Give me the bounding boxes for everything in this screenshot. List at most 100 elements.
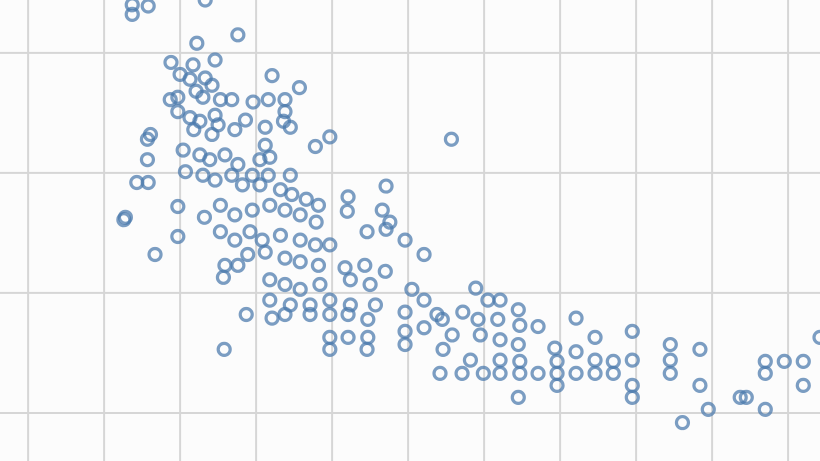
data-point: [530, 365, 546, 381]
data-point: [260, 167, 276, 183]
data-point: [397, 232, 413, 248]
data-point: [490, 311, 506, 327]
data-point: [322, 129, 338, 145]
data-point: [549, 377, 565, 393]
data-point: [378, 178, 394, 194]
data-point: [298, 191, 314, 207]
data-point: [277, 306, 293, 323]
data-point: [443, 131, 460, 147]
data-point: [492, 365, 508, 381]
data-point: [262, 292, 278, 308]
data-point: [416, 292, 432, 308]
data-point: [224, 167, 240, 183]
data-point: [404, 281, 420, 297]
data-point: [568, 344, 584, 360]
data-point: [624, 323, 640, 339]
data-point: [291, 80, 308, 96]
data-point: [308, 214, 324, 230]
data-point: [139, 131, 156, 147]
data-point: [416, 320, 432, 336]
data-point: [307, 237, 323, 253]
data-point: [470, 311, 486, 327]
data-point: [377, 263, 393, 279]
data-point: [124, 6, 140, 23]
data-point: [162, 92, 178, 108]
data-point: [510, 389, 526, 405]
data-point: [692, 341, 708, 357]
data-point: [587, 329, 603, 345]
data-point: [230, 257, 246, 273]
data-point: [322, 341, 338, 357]
data-point: [475, 365, 491, 381]
data-point: [662, 365, 678, 381]
data-point: [624, 352, 640, 368]
data-point: [175, 142, 191, 158]
data-point: [340, 189, 356, 205]
data-point: [510, 336, 526, 353]
data-point: [587, 365, 603, 381]
data-point: [170, 89, 186, 105]
data-point: [322, 237, 338, 253]
data-point: [182, 71, 198, 87]
data-point: [302, 306, 318, 323]
data-point: [264, 310, 280, 326]
data-point: [238, 306, 254, 323]
data-point: [454, 365, 470, 381]
data-point: [163, 54, 179, 71]
data-point: [455, 304, 471, 320]
data-point: [195, 89, 211, 105]
data-points: [116, 0, 820, 431]
data-point: [262, 272, 278, 288]
data-point: [244, 167, 260, 183]
data-point: [277, 250, 293, 266]
data-point: [207, 172, 223, 188]
data-point: [196, 209, 213, 225]
data-point: [378, 221, 394, 237]
data-point: [275, 113, 292, 129]
data-point: [240, 246, 256, 263]
data-point: [207, 52, 223, 68]
data-point: [435, 341, 451, 357]
data-point: [776, 353, 792, 369]
data-point: [292, 281, 308, 297]
data-point: [624, 389, 640, 405]
data-point: [217, 147, 233, 163]
data-point: [147, 246, 163, 263]
data-point: [397, 304, 413, 320]
data-point: [530, 318, 546, 335]
data-point: [262, 197, 278, 213]
data-point: [260, 92, 276, 108]
data-point: [340, 306, 356, 323]
data-point: [252, 177, 268, 193]
data-point: [374, 202, 390, 218]
data-point: [662, 336, 678, 353]
data-point: [362, 276, 378, 293]
data-point: [216, 341, 232, 357]
data-point: [310, 257, 327, 273]
data-point: [139, 152, 156, 168]
data-point: [360, 311, 376, 327]
data-point: [257, 119, 273, 135]
data-point: [568, 365, 584, 381]
data-point: [227, 232, 243, 248]
data-point: [170, 198, 186, 215]
data-point: [492, 332, 508, 348]
data-point: [195, 167, 211, 183]
data-point: [468, 280, 484, 296]
data-point: [512, 365, 528, 381]
data-point: [339, 203, 355, 219]
data-point: [186, 122, 202, 138]
data-point: [277, 276, 293, 293]
data-point: [277, 202, 293, 218]
data-point: [322, 292, 338, 308]
data-point: [227, 207, 243, 223]
data-point: [284, 186, 300, 203]
data-point: [444, 327, 460, 343]
data-point: [237, 112, 254, 128]
data-point: [432, 365, 448, 381]
data-point: [227, 122, 243, 138]
data-point: [795, 353, 811, 369]
data-point: [322, 306, 338, 323]
data-point: [257, 244, 273, 260]
